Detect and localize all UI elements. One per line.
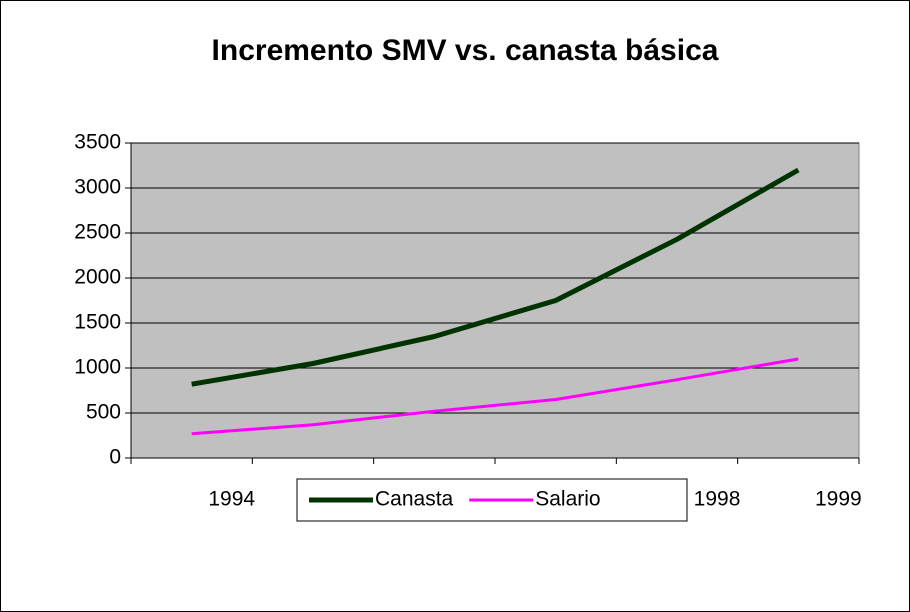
- data-line: [191, 357, 799, 436]
- y-tick-label: 0: [109, 446, 121, 469]
- plot-area: [130, 142, 860, 459]
- y-tick-label: 1000: [74, 356, 121, 379]
- legend-label: Canasta: [375, 488, 454, 511]
- data-line: [191, 167, 800, 387]
- y-tick-label: 500: [86, 401, 121, 424]
- x-tick-label: 1999: [815, 488, 862, 511]
- x-tick-label: 1998: [694, 488, 741, 511]
- x-tick-label: 1994: [208, 488, 255, 511]
- y-tick-label: 1500: [74, 311, 121, 334]
- y-tick-label: 3500: [74, 131, 121, 154]
- legend-label: Salario: [535, 488, 600, 511]
- chart-title: Incremento SMV vs. canasta básica: [212, 34, 719, 67]
- y-tick-label: 3000: [74, 176, 121, 199]
- y-tick-label: 2000: [74, 266, 121, 289]
- y-tick-label: 2500: [74, 221, 121, 244]
